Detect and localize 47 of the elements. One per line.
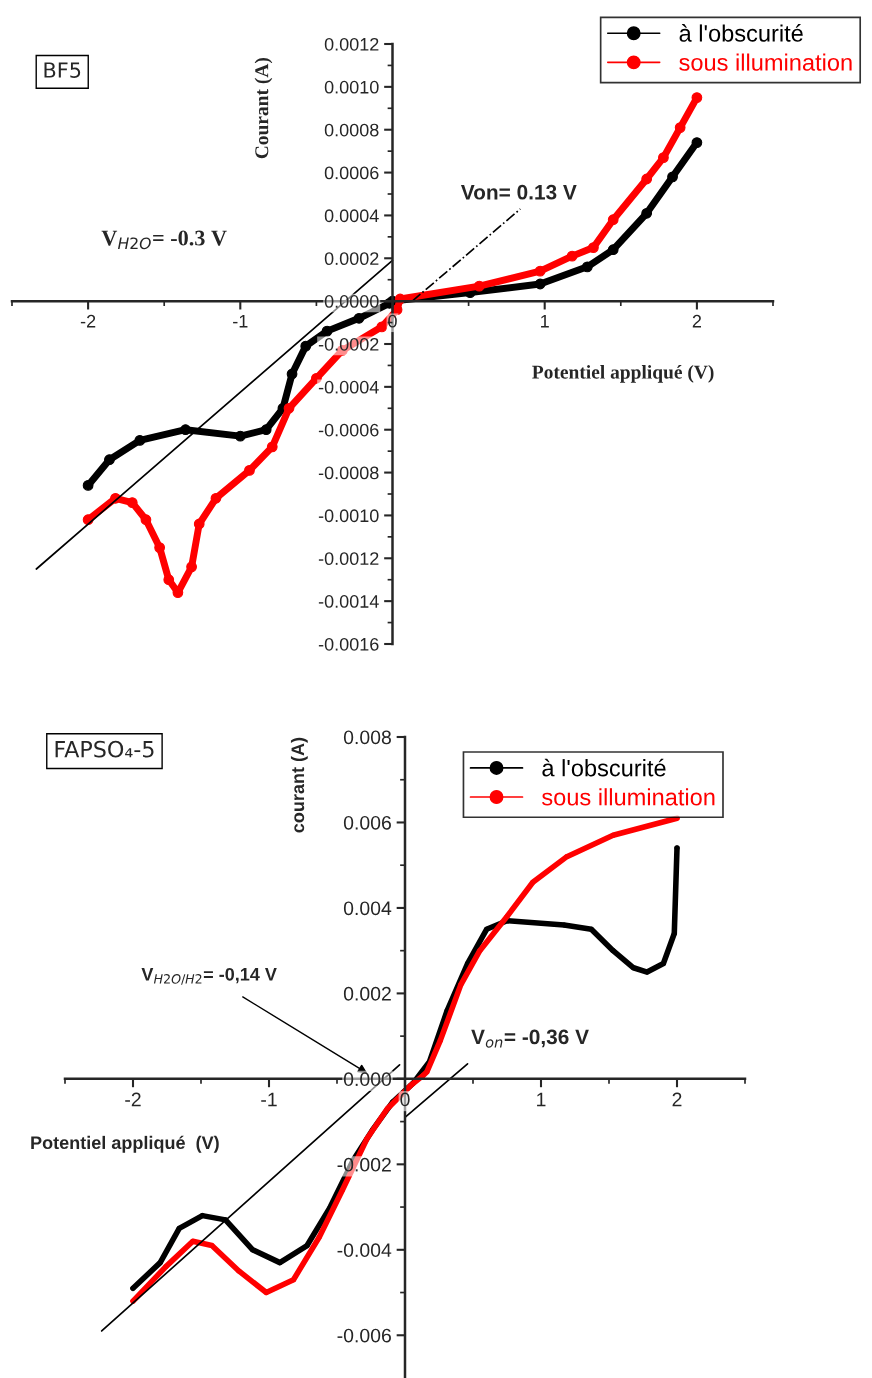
y-tick-label: 0.000 — [343, 1072, 392, 1087]
y-axis-title: courant (A) — [290, 737, 308, 833]
y-tick-label: 0.0002 — [324, 252, 379, 266]
x-tick-label: 0 — [400, 1092, 410, 1107]
y-tick-label: -0.0004 — [318, 380, 379, 394]
annotation: V$_{H2O/H2}$= -0,14 V — [141, 967, 277, 985]
y-tick-label: -0.0012 — [318, 552, 379, 566]
x-tick-label: -2 — [125, 1092, 141, 1107]
y-tick-label: 0.002 — [343, 986, 391, 1001]
y-tick-label: 0.0008 — [324, 123, 379, 137]
annotation: V$_{on}$= -0,36 V — [471, 1029, 589, 1048]
y-tick-label: -0.002 — [337, 1157, 391, 1172]
x-tick-label: -1 — [261, 1092, 277, 1107]
x-tick-label: 1 — [537, 1092, 546, 1107]
annotation: FAPSO₄-5 — [55, 740, 154, 758]
y-tick-label: 0.006 — [343, 815, 391, 830]
x-tick-label: 1 — [541, 315, 549, 328]
x-axis-title: Potentiel appliqué (V) — [532, 365, 714, 383]
y-tick-label: 0.0010 — [324, 80, 379, 94]
legend-label: à l'obscurité — [542, 758, 666, 777]
x-tick-label: 2 — [672, 1092, 682, 1107]
y-tick-label: 0.004 — [343, 901, 392, 916]
y-tick-label: -0.004 — [337, 1243, 392, 1258]
annotation: BF5 — [44, 62, 81, 78]
annotation: V$_{H2O}$= -0.3 V — [101, 230, 227, 250]
x-tick-label: -1 — [233, 315, 248, 328]
y-tick-label: 0.0004 — [324, 209, 379, 223]
y-tick-label: -0.0006 — [318, 423, 379, 437]
y-tick-label: 0.0006 — [324, 166, 379, 180]
y-axis-title: Courant (A) — [254, 58, 273, 159]
x-axis-title: Potentiel appliqué (V) — [31, 1135, 219, 1153]
annotation: Von= 0.13 V — [460, 184, 577, 200]
x-tick-label: 2 — [692, 314, 702, 328]
y-tick-label: -0.0002 — [318, 337, 379, 351]
legend-label: à l'obscurité — [679, 24, 803, 42]
y-tick-label: -0.006 — [337, 1328, 391, 1343]
x-tick-label: 0 — [388, 314, 397, 328]
legend-label: sous illumination — [542, 788, 715, 806]
x-tick-label: -2 — [80, 314, 96, 328]
y-tick-label: -0.0010 — [318, 509, 379, 523]
y-tick-label: -0.0016 — [318, 637, 379, 651]
y-tick-label: 0.0012 — [324, 37, 379, 51]
y-tick-label: -0.0014 — [318, 595, 379, 608]
y-tick-label: 0.008 — [343, 730, 391, 745]
y-tick-label: 0.0000 — [324, 295, 379, 308]
y-tick-label: -0.0008 — [318, 466, 379, 480]
legend-label: sous illumination — [679, 53, 852, 71]
